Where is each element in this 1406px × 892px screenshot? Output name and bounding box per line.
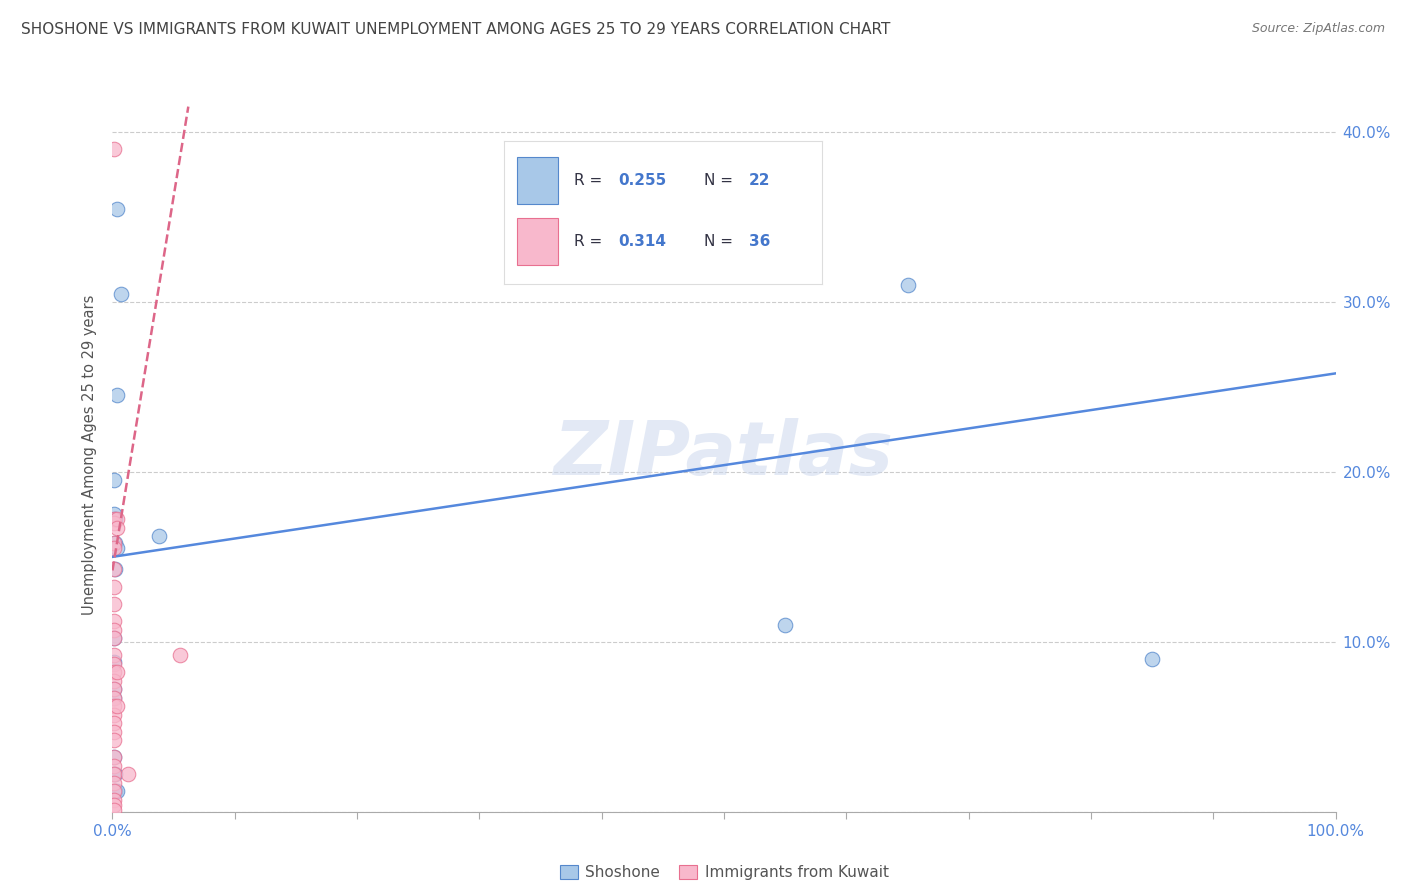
Point bbox=[103, 776, 125, 790]
Point bbox=[103, 648, 125, 663]
Point bbox=[117, 767, 139, 781]
Text: Source: ZipAtlas.com: Source: ZipAtlas.com bbox=[1251, 22, 1385, 36]
Point bbox=[103, 793, 125, 807]
Y-axis label: Unemployment Among Ages 25 to 29 years: Unemployment Among Ages 25 to 29 years bbox=[82, 294, 97, 615]
Point bbox=[110, 286, 132, 301]
Point bbox=[1142, 652, 1164, 666]
Point bbox=[104, 512, 127, 526]
Point bbox=[104, 767, 127, 781]
Point bbox=[103, 784, 125, 798]
Point bbox=[103, 623, 125, 637]
Point bbox=[103, 615, 125, 629]
Legend: Shoshone, Immigrants from Kuwait: Shoshone, Immigrants from Kuwait bbox=[554, 859, 894, 886]
Point bbox=[103, 562, 125, 576]
Point bbox=[103, 512, 125, 526]
Point bbox=[103, 733, 125, 747]
Point bbox=[103, 655, 125, 669]
Point bbox=[103, 581, 125, 595]
Point bbox=[103, 759, 125, 773]
Point bbox=[169, 648, 191, 663]
Point bbox=[105, 541, 128, 556]
Point bbox=[103, 508, 125, 522]
Point bbox=[103, 632, 125, 646]
Point bbox=[105, 512, 128, 526]
Point bbox=[105, 699, 128, 714]
Point bbox=[103, 699, 125, 714]
Point bbox=[103, 690, 125, 705]
Point bbox=[103, 767, 125, 781]
Point bbox=[103, 474, 125, 488]
Point bbox=[775, 617, 797, 632]
Point bbox=[103, 541, 125, 556]
Point bbox=[103, 803, 125, 817]
Point bbox=[103, 632, 125, 646]
Point bbox=[148, 529, 170, 543]
Point bbox=[103, 665, 125, 680]
Point bbox=[103, 682, 125, 697]
Point bbox=[104, 536, 127, 550]
Point bbox=[103, 724, 125, 739]
Point bbox=[103, 707, 125, 722]
Point bbox=[103, 690, 125, 705]
Point bbox=[103, 673, 125, 688]
Point bbox=[104, 562, 127, 576]
Point bbox=[103, 750, 125, 764]
Point bbox=[103, 142, 125, 156]
Point bbox=[897, 278, 920, 293]
Point bbox=[104, 784, 127, 798]
Point bbox=[103, 716, 125, 731]
Point bbox=[105, 388, 128, 402]
Point bbox=[105, 784, 128, 798]
Point bbox=[103, 767, 125, 781]
Point bbox=[103, 682, 125, 697]
Point bbox=[103, 657, 125, 671]
Point bbox=[103, 750, 125, 764]
Point bbox=[105, 521, 128, 535]
Text: ZIPatlas: ZIPatlas bbox=[554, 418, 894, 491]
Point bbox=[103, 516, 125, 530]
Point bbox=[103, 797, 125, 812]
Text: SHOSHONE VS IMMIGRANTS FROM KUWAIT UNEMPLOYMENT AMONG AGES 25 TO 29 YEARS CORREL: SHOSHONE VS IMMIGRANTS FROM KUWAIT UNEMP… bbox=[21, 22, 890, 37]
Point bbox=[103, 536, 125, 550]
Point bbox=[105, 665, 128, 680]
Point bbox=[103, 598, 125, 612]
Point bbox=[105, 202, 128, 216]
